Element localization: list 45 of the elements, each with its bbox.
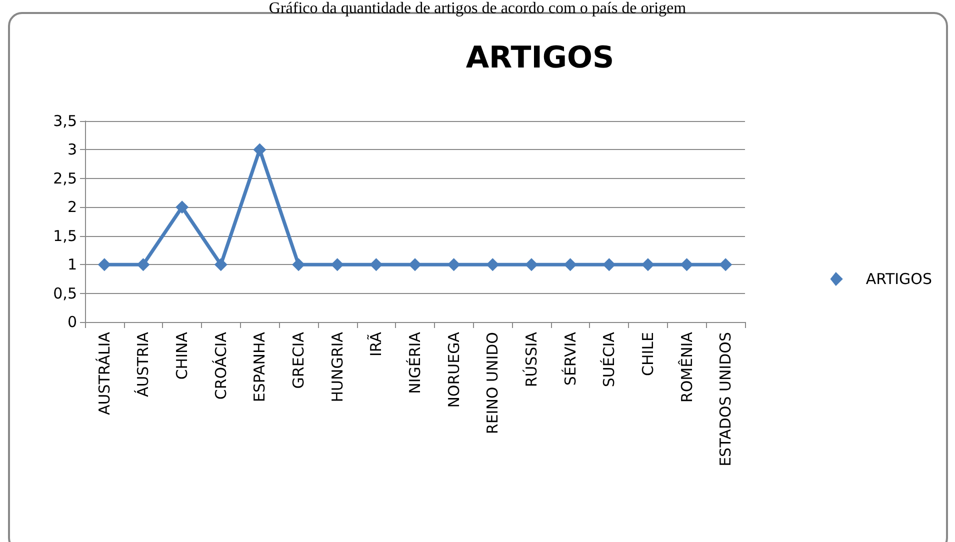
- point: [214, 258, 228, 272]
- x-tick-label: ÁUSTRIA: [134, 331, 152, 398]
- x-tick-label: ROMÊNIA: [678, 331, 696, 403]
- x-tick-label: CHINA: [173, 331, 192, 380]
- point: [602, 258, 616, 272]
- x-tick-label: SÉRVIA: [561, 331, 580, 386]
- x-tick-label: SUÉCIA: [600, 331, 618, 388]
- point: [641, 258, 654, 272]
- y-tick-label: 3: [67, 140, 77, 159]
- point: [370, 258, 383, 272]
- x-tick-label: REINO UNIDO: [484, 332, 502, 434]
- point: [176, 200, 189, 214]
- y-tick-label: 1: [67, 256, 77, 274]
- point: [98, 258, 111, 272]
- x-tick-label: IRÃ: [367, 331, 386, 356]
- point: [330, 258, 344, 272]
- point: [253, 143, 266, 156]
- point: [680, 258, 694, 272]
- y-tick-label: 2,5: [53, 169, 77, 188]
- chart-title: ARTIGOS: [466, 40, 614, 76]
- x-tick-label: ESPANHA: [250, 331, 269, 402]
- point: [524, 258, 538, 272]
- x-tick-label: NORUEGA: [444, 331, 463, 408]
- x-tick-label: RÚSSIA: [522, 331, 540, 388]
- y-tick-label: 2: [67, 198, 77, 216]
- point: [408, 258, 422, 272]
- point: [564, 258, 577, 272]
- x-tick-label: GRECIA: [290, 331, 308, 389]
- point: [447, 258, 460, 272]
- x-tick-label: ESTADOS UNIDOS: [716, 332, 735, 466]
- y-tick-label: 0: [67, 313, 77, 331]
- x-tick-label: HUNGRIA: [328, 331, 346, 402]
- point: [136, 258, 150, 272]
- x-tick-label: AUSTRÁLIA: [95, 331, 114, 416]
- text: Gráfico da quantidade de artigos de acordo com o país de origem: [268, 0, 688, 18]
- point: [292, 258, 306, 272]
- y-tick-label: 0,5: [53, 284, 77, 302]
- x-tick-label: CHILE: [638, 332, 657, 376]
- legend-label: ARTIGOS: [866, 270, 932, 288]
- y-tick-label: 1,5: [53, 226, 77, 245]
- y-tick-label: 3,5: [53, 112, 77, 130]
- x-tick-label: CROÁCIA: [212, 331, 230, 400]
- point: [486, 258, 500, 272]
- point: [719, 258, 732, 272]
- x-tick-label: NIGÉRIA: [406, 331, 424, 394]
